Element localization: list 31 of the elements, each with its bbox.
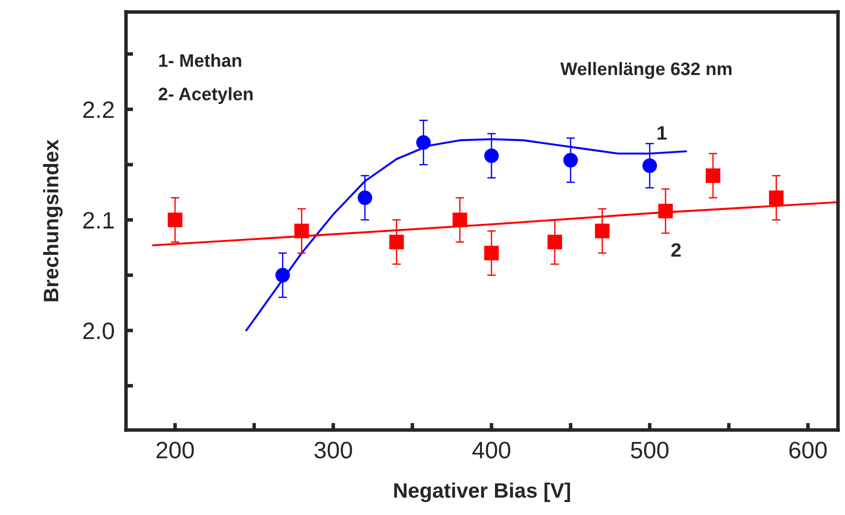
point bbox=[484, 246, 499, 260]
point bbox=[358, 190, 372, 206]
x-tick-label: 500 bbox=[630, 442, 668, 458]
point bbox=[594, 224, 610, 238]
annotation: 1 bbox=[658, 126, 667, 140]
point bbox=[563, 152, 578, 168]
point bbox=[168, 212, 182, 228]
point bbox=[769, 190, 784, 206]
y-tick-label: 2.1 bbox=[83, 212, 114, 228]
annotation: 2 bbox=[671, 243, 681, 257]
point bbox=[548, 234, 562, 250]
annotation: Wellenlänge 632 nm bbox=[560, 62, 732, 79]
point bbox=[658, 204, 673, 218]
y-tick-label: 2.2 bbox=[83, 101, 114, 118]
x-axis-title: Negativer Bias [V] bbox=[394, 482, 570, 502]
x-tick-label: 600 bbox=[789, 442, 827, 458]
x-tick-label: 400 bbox=[472, 442, 510, 458]
y-tick-label: 2.0 bbox=[83, 322, 114, 340]
point bbox=[484, 148, 499, 164]
annotation: 1- Methan bbox=[159, 54, 242, 67]
point bbox=[294, 224, 309, 238]
point bbox=[452, 212, 468, 228]
point bbox=[275, 268, 290, 282]
x-tick-label: 300 bbox=[314, 442, 352, 458]
point bbox=[416, 135, 431, 150]
x-tick-label: 200 bbox=[156, 442, 194, 458]
annotation: 2- Acetylen bbox=[158, 87, 253, 104]
y-axis-title: Brechungsindex bbox=[43, 140, 63, 302]
point bbox=[706, 168, 720, 183]
point bbox=[389, 234, 404, 250]
point bbox=[642, 158, 657, 173]
